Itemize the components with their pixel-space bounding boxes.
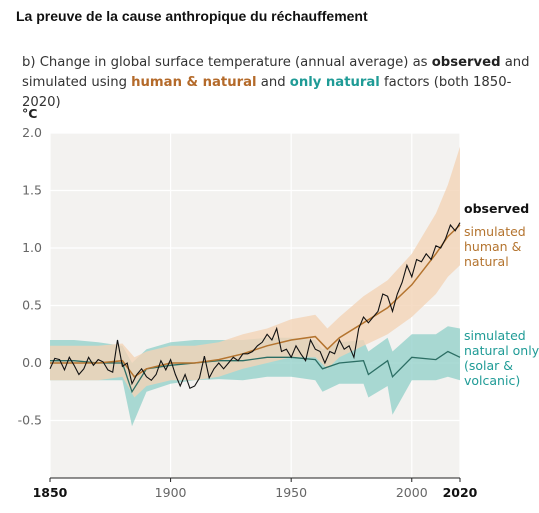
subtitle-line2-prefix: simulated using — [22, 75, 132, 90]
page-title: La preuve de la cause anthropique du réc… — [16, 8, 368, 24]
x-tick-label: 1900 — [155, 485, 187, 500]
y-tick-label: 2.0 — [22, 125, 42, 140]
subtitle-and2: and — [256, 75, 290, 90]
chart-subtitle: b) Change in global surface temperature … — [22, 53, 532, 113]
x-tick-label: 2020 — [443, 485, 478, 500]
observed-series-label: observed — [464, 201, 529, 216]
subtitle-observed: observed — [431, 55, 501, 70]
subtitle-line2-suffix: factors (both 1850-2020) — [22, 75, 512, 110]
subtitle-only-natural: only natural — [289, 75, 380, 90]
x-tick-label: 1850 — [33, 485, 68, 500]
y-axis-unit: °C — [22, 106, 38, 121]
human-natural-series-label: human & — [464, 239, 522, 254]
y-tick-label: 0.0 — [22, 355, 42, 370]
human-natural-line — [50, 224, 461, 378]
human-natural-series-label: natural — [464, 254, 509, 269]
natural-only-series-label: (solar & — [464, 358, 513, 373]
y-tick-label: -0.5 — [18, 413, 42, 428]
subtitle-prefix: b) Change in global surface temperature … — [22, 55, 432, 70]
natural-only-series-label: simulated — [464, 328, 526, 343]
subtitle-human-natural: human & natural — [131, 75, 257, 90]
observed-line — [49, 222, 461, 390]
natural-only-series-label: volcanic) — [464, 373, 520, 388]
x-tick-label: 2000 — [396, 485, 428, 500]
natural-only-series-label: natural only — [464, 343, 539, 358]
human-natural-series-label: simulated — [464, 224, 526, 239]
subtitle-and1: and — [500, 55, 530, 70]
y-tick-label: 1.0 — [22, 240, 42, 255]
y-tick-label: 1.5 — [22, 183, 42, 198]
y-tick-label: 0.5 — [22, 298, 42, 313]
x-tick-label: 1950 — [275, 485, 307, 500]
